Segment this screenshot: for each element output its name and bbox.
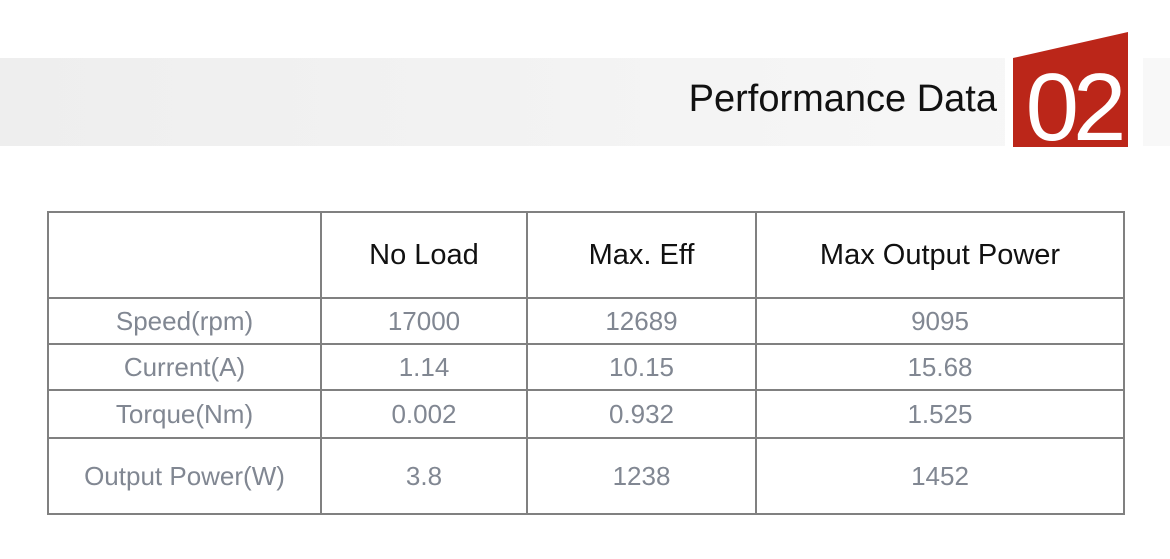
cell-value: 3.8 bbox=[320, 437, 528, 515]
cell-value: 1452 bbox=[755, 437, 1125, 515]
badge-number: 02 bbox=[1026, 54, 1122, 147]
cell-value: 0.932 bbox=[526, 389, 757, 439]
table-header-row: No Load Max. Eff Max Output Power bbox=[47, 211, 1125, 299]
table-row-speed: Speed(rpm) 17000 12689 9095 bbox=[47, 297, 1125, 345]
cell-value: 9095 bbox=[755, 297, 1125, 345]
header-cell-no-load: No Load bbox=[320, 211, 528, 299]
header-cell-max-output-power: Max Output Power bbox=[755, 211, 1125, 299]
cell-value: 12689 bbox=[526, 297, 757, 345]
badge-flag-shape: 02 bbox=[1013, 32, 1128, 147]
table-row-output-power: Output Power(W) 3.8 1238 1452 bbox=[47, 437, 1125, 515]
page-title: Performance Data bbox=[688, 77, 997, 120]
row-label: Current(A) bbox=[47, 343, 322, 391]
cell-value: 1.525 bbox=[755, 389, 1125, 439]
table-row-current: Current(A) 1.14 10.15 15.68 bbox=[47, 343, 1125, 391]
header-cell-blank bbox=[47, 211, 322, 299]
badge-red-polygon bbox=[1013, 32, 1128, 147]
cell-value: 1.14 bbox=[320, 343, 528, 391]
cell-value: 10.15 bbox=[526, 343, 757, 391]
cell-value: 17000 bbox=[320, 297, 528, 345]
header-cell-max-eff: Max. Eff bbox=[526, 211, 757, 299]
row-label: Torque(Nm) bbox=[47, 389, 322, 439]
section-number-badge: 02 bbox=[1005, 24, 1143, 147]
row-label: Output Power(W) bbox=[47, 437, 322, 515]
row-label: Speed(rpm) bbox=[47, 297, 322, 345]
cell-value: 15.68 bbox=[755, 343, 1125, 391]
table-row-torque: Torque(Nm) 0.002 0.932 1.525 bbox=[47, 389, 1125, 439]
cell-value: 0.002 bbox=[320, 389, 528, 439]
performance-table: No Load Max. Eff Max Output Power Speed(… bbox=[47, 211, 1125, 515]
section-banner: Performance Data bbox=[0, 58, 1170, 146]
cell-value: 1238 bbox=[526, 437, 757, 515]
